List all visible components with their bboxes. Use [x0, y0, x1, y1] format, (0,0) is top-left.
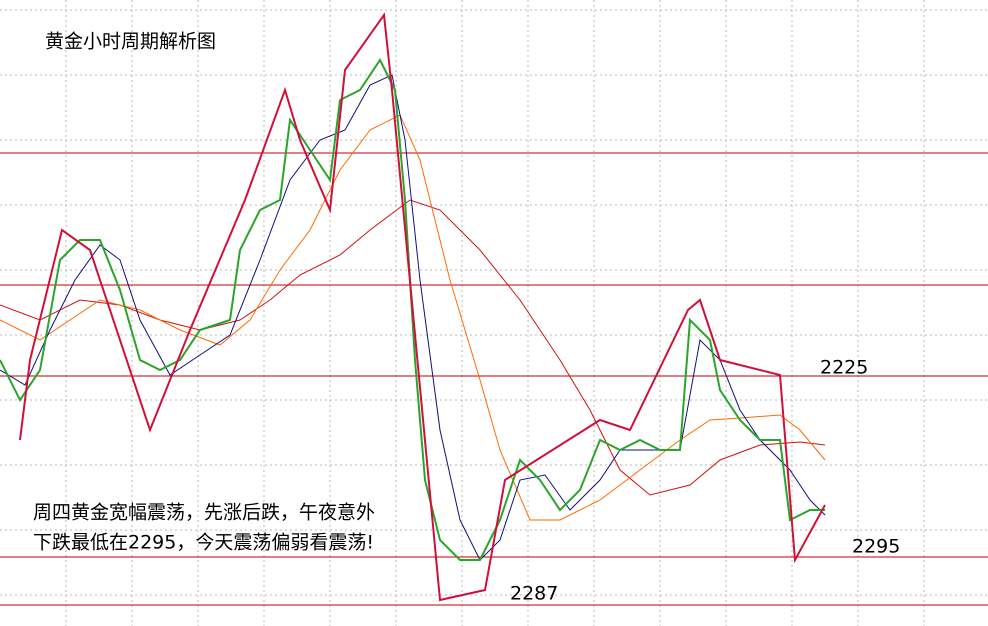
level-label: 2225: [820, 357, 868, 379]
ma-slow: [0, 199, 826, 496]
level-label: 2295: [852, 536, 900, 558]
level-label: 2287: [510, 583, 558, 605]
note-line: 下跌最低在2295，今天震荡偏弱看震荡!: [33, 532, 374, 554]
price-swings: [19, 12, 826, 602]
chart-title: 黄金小时周期解析图: [45, 31, 216, 53]
price-close: [0, 58, 825, 561]
ma-mid: [0, 114, 826, 521]
ma-fast: [0, 74, 826, 561]
level-lines: [0, 152, 988, 606]
price-plot: [0, 12, 826, 602]
note-line: 周四黄金宽幅震荡，先涨后跌，午夜意外: [33, 502, 375, 524]
